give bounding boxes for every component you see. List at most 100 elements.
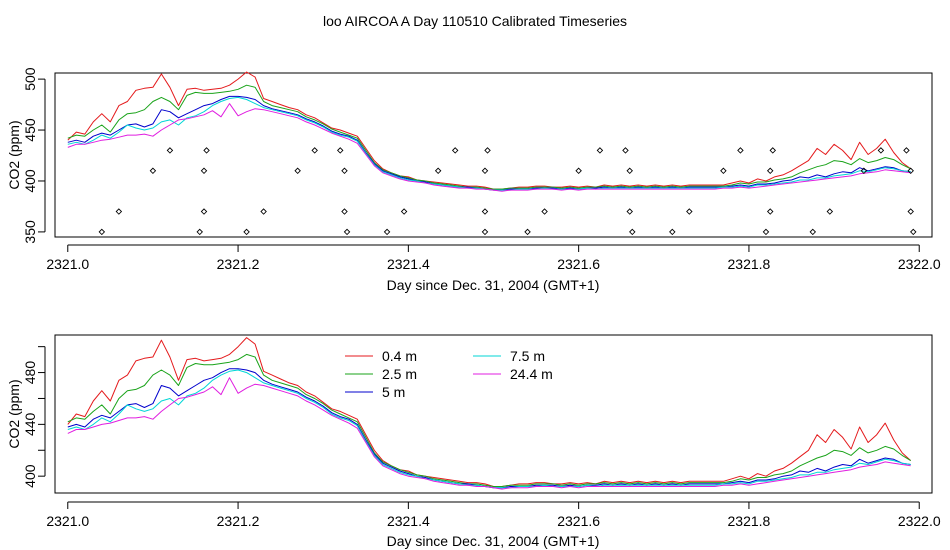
diamond-marker (907, 167, 914, 175)
y-tick-label-bottom: 400 (22, 464, 38, 488)
diamond-marker (626, 208, 633, 215)
diamond-marker (400, 208, 408, 215)
diamond-marker (260, 208, 267, 215)
diamond-marker (622, 147, 629, 154)
legend-label-0-4-m: 0.4 m (382, 348, 417, 364)
diamond-marker (877, 147, 885, 154)
legend-label-2-5-m: 2.5 m (382, 366, 417, 382)
x-tick-label-top: 2322.0 (898, 256, 941, 272)
diamond-marker (766, 208, 774, 215)
series-line-24-4-m-top (67, 103, 911, 192)
diamond-marker (720, 167, 727, 175)
series-line-5-m-bottom (67, 368, 911, 489)
x-tick-label-bottom: 2321.2 (217, 513, 260, 529)
legend-label-24-4-m: 24.4 m (510, 366, 553, 382)
y-tick-label-top: 400 (22, 169, 38, 193)
panel-bottom: 400 440 480 2321.0 2321.2 2321.4 2321.6 2321.8… (6, 334, 941, 549)
diamond-marker (203, 147, 210, 154)
x-tick-label-top: 2321.0 (46, 256, 89, 272)
diamond-marker (341, 208, 348, 215)
diamond-marker (629, 228, 636, 236)
diamond-marker (575, 167, 582, 175)
diamond-marker (343, 228, 351, 236)
series-line-7-5-m-top (67, 96, 911, 191)
diamond-marker (196, 228, 203, 236)
series-line-0-4-m-top (67, 71, 911, 190)
diamond-marker (626, 167, 633, 175)
x-tick-label-top: 2321.6 (557, 256, 600, 272)
y-tick-label-top: 500 (22, 67, 38, 91)
diamond-marker (596, 147, 604, 154)
x-tick-label-top: 2321.2 (217, 256, 260, 272)
plot-frame-bottom (54, 334, 933, 494)
diamond-marker (481, 228, 489, 236)
diamond-marker (762, 228, 770, 236)
x-tick-label-bottom: 2321.8 (728, 513, 771, 529)
series-line-5-m-top (67, 95, 911, 191)
diamond-marker (200, 208, 208, 215)
diamond-marker (903, 147, 910, 154)
diamond-marker (451, 147, 459, 154)
legend: 0.4 m 2.5 m 5 m 7.5 m 24.4 m (345, 348, 553, 400)
y-tick-label-bottom: 480 (22, 361, 38, 385)
diamond-marker (98, 228, 106, 236)
diamond-marker (434, 167, 442, 175)
legend-label-7-5-m: 7.5 m (510, 348, 545, 364)
diamond-marker (686, 208, 693, 215)
diamond-marker (484, 147, 491, 154)
y-axis-label-top: CO2 (ppm) (6, 120, 22, 189)
x-axis-bottom: 2321.0 2321.2 2321.4 2321.6 2321.8 2322.0 (46, 501, 941, 529)
y-axis-bottom: 400 440 480 (22, 346, 46, 488)
diamond-marker (524, 228, 531, 236)
x-axis-top: 2321.0 2321.2 2321.4 2321.6 2321.8 2322.0 (46, 244, 941, 272)
diamond-marker (294, 167, 301, 175)
diamond-marker (910, 228, 917, 236)
y-tick-label-top: 450 (22, 118, 38, 142)
diamond-marker (341, 167, 348, 175)
marker-group-top (98, 147, 917, 236)
series-line-0-4-m-bottom (67, 337, 912, 487)
x-tick-label-bottom: 2321.6 (557, 513, 600, 529)
diamond-marker (669, 228, 676, 236)
x-tick-label-bottom: 2321.0 (46, 513, 89, 529)
diamond-marker (243, 228, 250, 236)
x-tick-label-top: 2321.4 (387, 256, 430, 272)
diamond-marker (826, 208, 834, 215)
diamond-marker (766, 167, 774, 175)
diamond-marker (337, 147, 344, 154)
series-line-2-5-m-bottom (67, 353, 911, 487)
y-tick-label-top: 350 (22, 220, 38, 244)
y-tick-label-bottom: 440 (22, 412, 38, 436)
x-tick-label-bottom: 2322.0 (898, 513, 941, 529)
y-axis-top: 350 400 450 500 (22, 67, 46, 244)
x-axis-label-bottom: Day since Dec. 31, 2004 (GMT+1) (387, 533, 600, 549)
x-tick-label-top: 2321.8 (728, 256, 771, 272)
diamond-marker (149, 167, 157, 175)
diamond-marker (481, 167, 489, 175)
y-axis-label-bottom: CO2 (ppm) (6, 379, 22, 448)
figure-title: loo AIRCOA A Day 110510 Calibrated Times… (323, 13, 627, 29)
plot-frame-top (54, 72, 933, 238)
diamond-marker (481, 208, 489, 215)
x-tick-label-bottom: 2321.4 (387, 513, 430, 529)
series-group-bottom (67, 337, 912, 490)
legend-label-5-m: 5 m (382, 384, 405, 400)
diamond-marker (200, 167, 208, 175)
series-group-top (67, 71, 911, 192)
diamond-marker (737, 147, 744, 154)
diamond-marker (809, 228, 817, 236)
series-line-24-4-m-bottom (67, 377, 911, 490)
diamond-marker (769, 147, 777, 154)
x-axis-label-top: Day since Dec. 31, 2004 (GMT+1) (387, 277, 600, 293)
diamond-marker (541, 208, 548, 215)
diamond-marker (907, 208, 914, 215)
diamond-marker (860, 167, 868, 175)
diamond-marker (166, 147, 174, 154)
series-line-2-5-m-top (67, 84, 911, 190)
series-line-7-5-m-bottom (67, 369, 911, 489)
diamond-marker (311, 147, 318, 154)
diamond-marker (383, 228, 391, 236)
diamond-marker (115, 208, 123, 215)
